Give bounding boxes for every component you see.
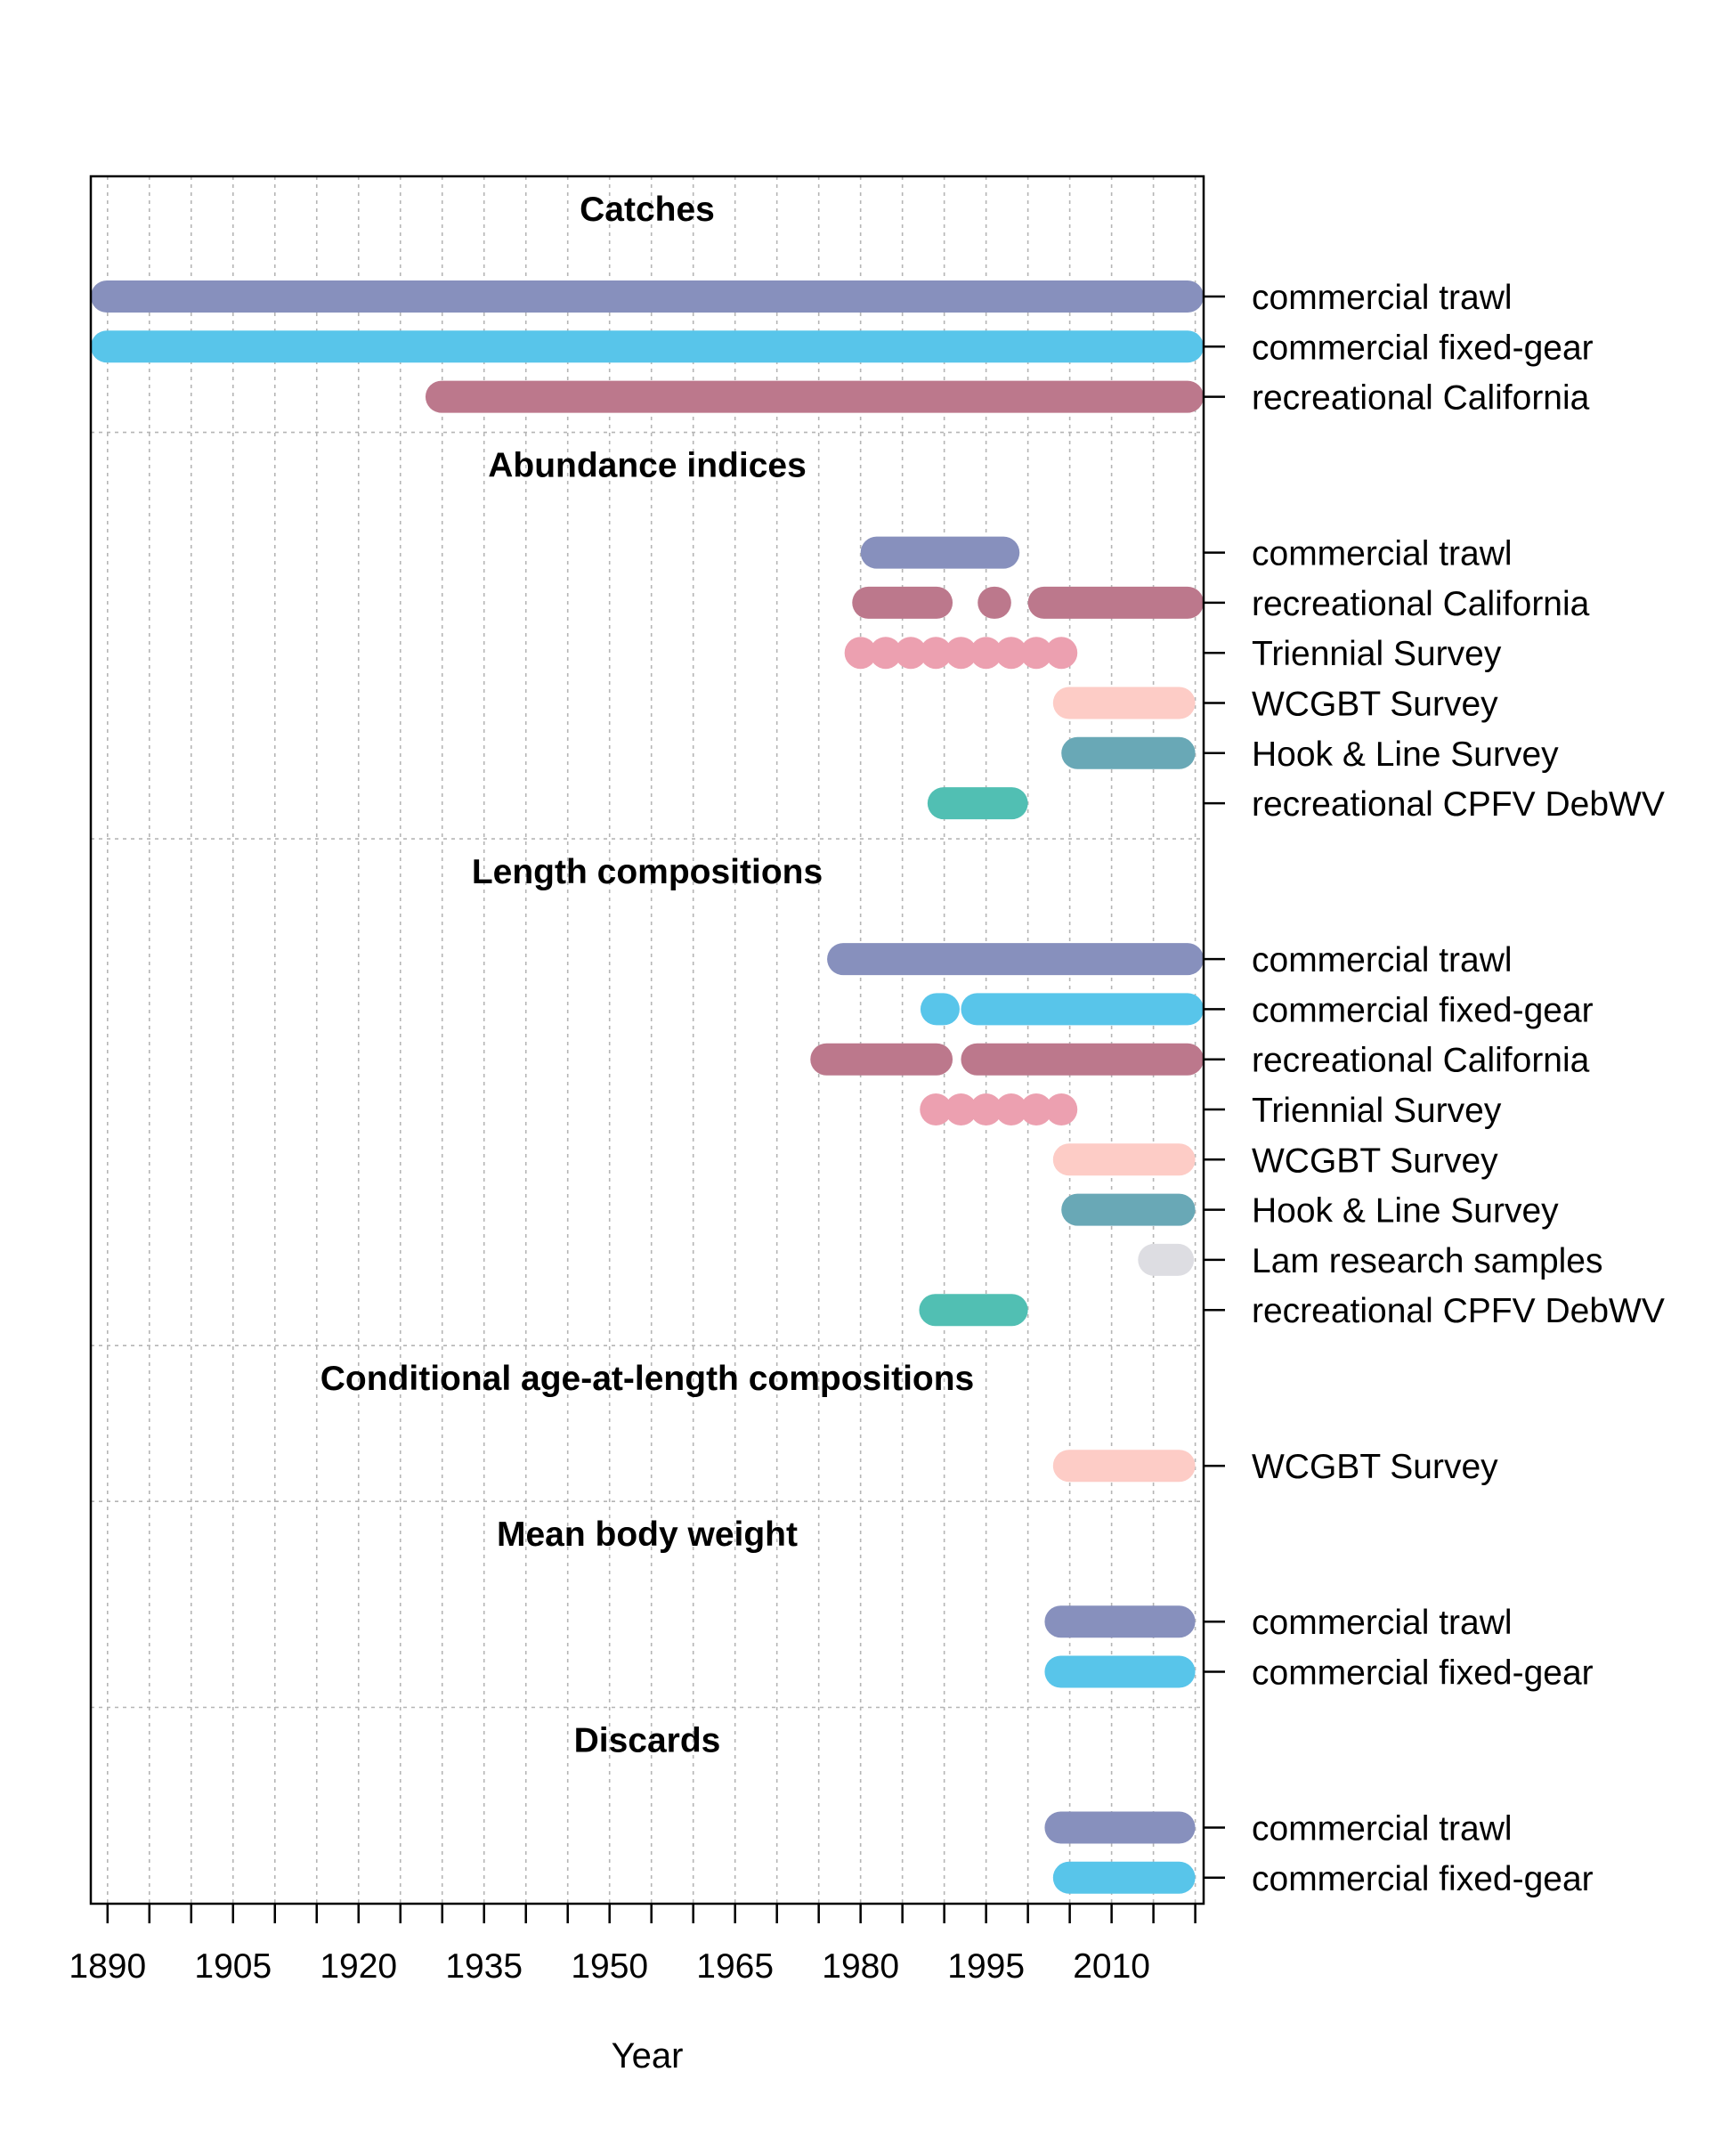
data-point (1045, 1093, 1078, 1125)
data-point (945, 637, 978, 670)
x-tick-label: 1920 (320, 1947, 397, 1986)
row-label: commercial trawl (1252, 941, 1513, 979)
section-title: Length compositions (472, 853, 823, 891)
row-label: Triennial Survey (1252, 1092, 1502, 1130)
data-point (1045, 637, 1078, 670)
data-point (1020, 637, 1053, 670)
x-tick-label: 1950 (571, 1947, 648, 1986)
x-tick-label: 1965 (696, 1947, 774, 1986)
section-title: Conditional age-at-length compositions (320, 1360, 975, 1398)
x-tick-label: 1890 (69, 1947, 146, 1986)
row-label: WCGBT Survey (1252, 1142, 1498, 1180)
section-title: Abundance indices (488, 447, 807, 485)
row-label: commercial fixed-gear (1252, 1654, 1594, 1693)
data-point (945, 1093, 978, 1125)
x-tick-label: 2010 (1073, 1947, 1150, 1986)
data-point (869, 637, 902, 670)
row-label: commercial fixed-gear (1252, 991, 1594, 1029)
x-tick-label: 1995 (947, 1947, 1025, 1986)
row-label: recreational CPFV DebWV (1252, 1292, 1665, 1330)
bar-layer (91, 280, 1204, 1894)
data-point (895, 637, 928, 670)
row-label: WCGBT Survey (1252, 1448, 1498, 1486)
axis-layer: 1890 1905 1920 1935 1950 1965 1980 1995 2010 (69, 295, 1225, 1986)
row-label: commercial trawl (1252, 1810, 1513, 1849)
row-label: Hook & Line Survey (1252, 1192, 1559, 1231)
label-layer: Catches commercial trawl commercial fixed-… (320, 191, 1665, 1898)
row-label: recreational California (1252, 379, 1590, 418)
data-point (969, 637, 1002, 670)
row-label: commercial trawl (1252, 535, 1513, 573)
data-point (1020, 1093, 1053, 1125)
section-title: Discards (574, 1722, 721, 1760)
x-tick-label: 1935 (445, 1947, 523, 1986)
row-label: recreational California (1252, 585, 1590, 623)
x-tick-label: 1905 (194, 1947, 272, 1986)
row-label: Hook & Line Survey (1252, 735, 1559, 774)
grid-layer (91, 176, 1204, 1904)
row-label: commercial fixed-gear (1252, 329, 1594, 367)
data-point (994, 637, 1027, 670)
frame-layer (89, 175, 1205, 1905)
row-label: Lam research samples (1252, 1242, 1603, 1280)
plot-frame (89, 175, 1205, 1905)
row-label: commercial trawl (1252, 1604, 1513, 1642)
row-label: WCGBT Survey (1252, 686, 1498, 724)
data-point (844, 637, 877, 670)
data-point (920, 1093, 953, 1125)
row-label: recreational CPFV DebWV (1252, 785, 1665, 824)
data-point (969, 1093, 1002, 1125)
row-label: commercial fixed-gear (1252, 1860, 1594, 1898)
x-tick-label: 1980 (822, 1947, 899, 1986)
row-label: commercial trawl (1252, 279, 1513, 317)
data-point (920, 637, 953, 670)
section-title: Mean body weight (497, 1515, 798, 1554)
row-label: recreational California (1252, 1042, 1590, 1080)
section-title: Catches (580, 191, 715, 229)
row-label: Triennial Survey (1252, 635, 1502, 673)
x-axis-title: Year (612, 2036, 684, 2076)
data-point (994, 1093, 1027, 1125)
